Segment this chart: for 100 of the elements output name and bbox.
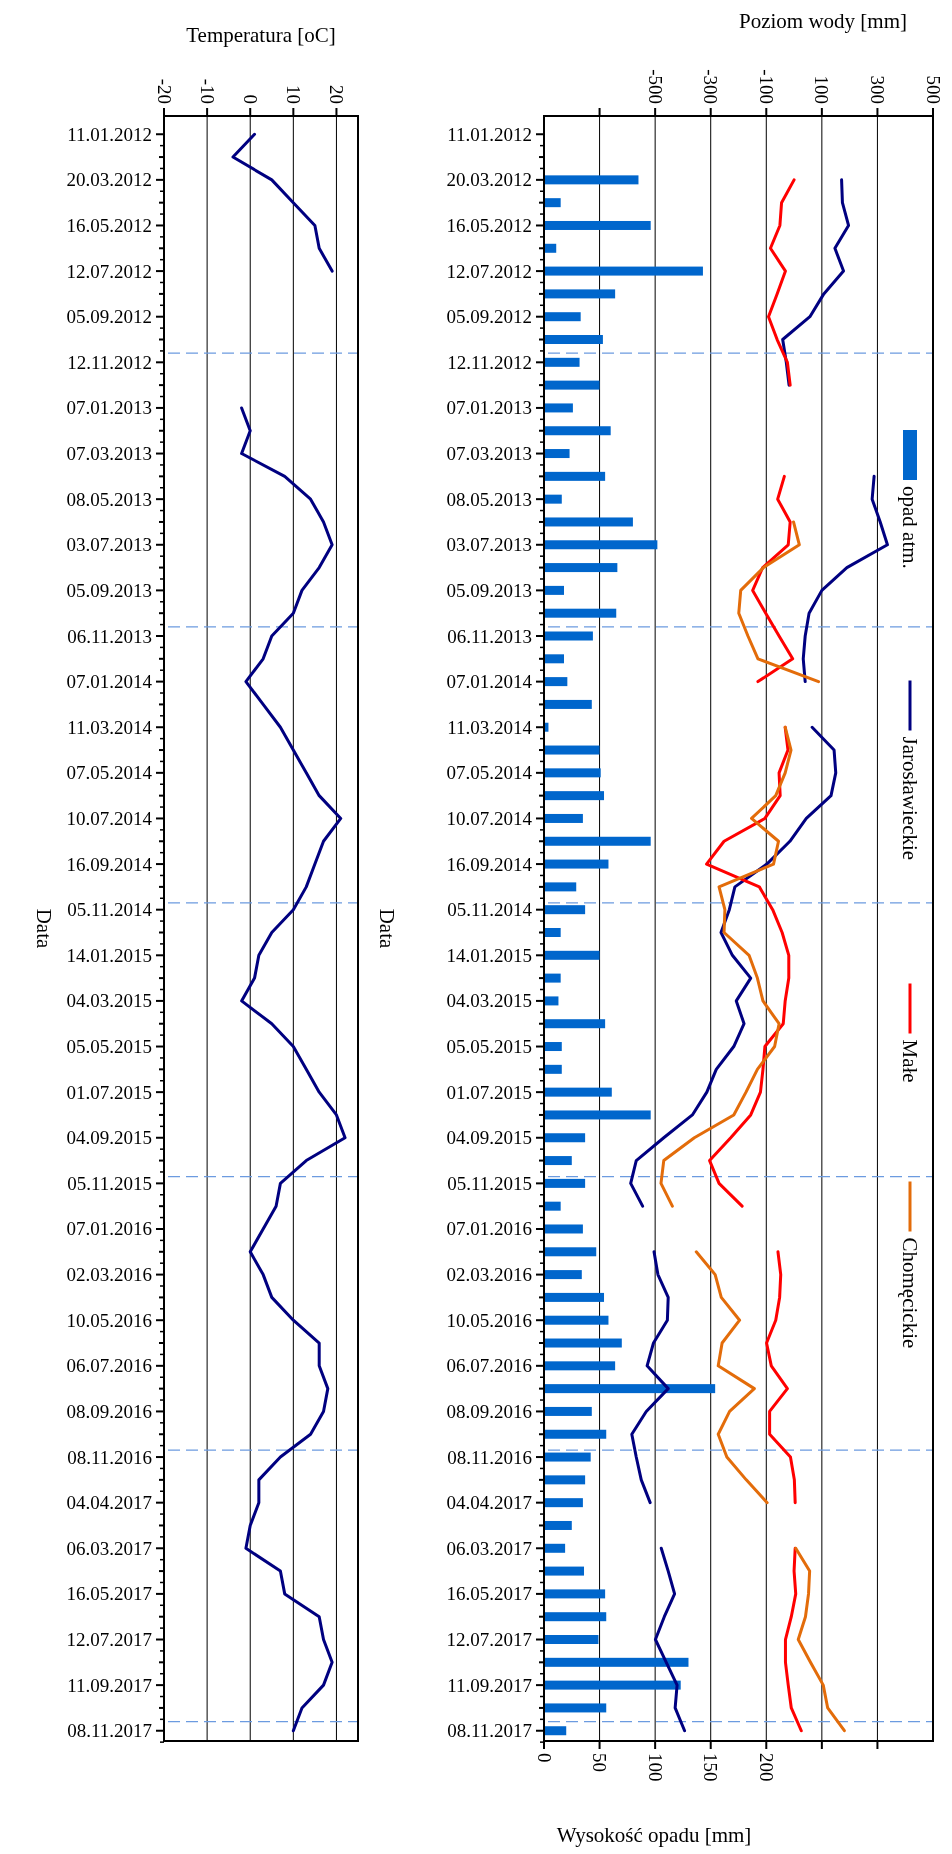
bar: [544, 950, 600, 960]
bar: [544, 996, 559, 1006]
y-tick-label: 08.09.2016: [66, 1400, 152, 1422]
y-tick-label: 05.09.2012: [66, 306, 152, 328]
bar: [544, 1543, 566, 1553]
bar: [544, 813, 583, 823]
bar: [544, 1042, 562, 1052]
y-tick-label: 06.11.2013: [447, 625, 532, 647]
bar: [544, 1703, 607, 1713]
x2-tick-label: -500: [644, 69, 666, 104]
bar: [544, 608, 617, 618]
y-tick-label: 01.07.2015: [66, 1081, 152, 1103]
bar: [544, 1270, 582, 1280]
y-tick-label: 16.05.2012: [66, 214, 152, 236]
y-tick-label: 12.07.2012: [66, 260, 152, 282]
y-tick-label: 16.09.2014: [66, 853, 153, 875]
x-tick-label: 100: [644, 1753, 666, 1782]
y-tick-label: 14.01.2015: [66, 944, 152, 966]
y-axis-title: Data: [32, 908, 56, 949]
y-tick-label: 04.03.2015: [446, 990, 532, 1012]
y-tick-label: 10.05.2016: [66, 1309, 152, 1331]
x-tick-label: 50: [589, 1753, 611, 1772]
bar: [544, 1680, 681, 1690]
y-tick-label: 16.05.2017: [66, 1583, 152, 1605]
legend-label: opad atm.: [898, 486, 922, 569]
bar: [544, 1475, 586, 1485]
bar: [544, 1064, 562, 1074]
bar: [544, 220, 651, 230]
bar: [544, 973, 561, 983]
bar: [544, 1429, 607, 1439]
y-tick-label: 05.05.2015: [66, 1036, 152, 1058]
legend-label: Chomęcickie: [898, 1237, 922, 1349]
bar: [544, 1566, 585, 1576]
x-tick-label: 150: [700, 1753, 722, 1782]
bar: [544, 1726, 567, 1736]
bar: [544, 699, 592, 709]
bar: [544, 1201, 561, 1211]
x2-tick-label: -20: [153, 78, 175, 104]
bar: [544, 1247, 597, 1257]
bar: [544, 905, 586, 915]
bar: [544, 312, 581, 322]
y-tick-label: 08.05.2013: [66, 488, 152, 510]
y-tick-label: 04.03.2015: [66, 990, 152, 1012]
y-tick-label: 14.01.2015: [446, 944, 532, 966]
bar: [544, 1178, 586, 1188]
bar: [544, 1224, 583, 1234]
y-tick-label: 08.11.2016: [67, 1446, 152, 1468]
legend-label: Małe: [898, 1039, 922, 1083]
bar: [544, 517, 633, 527]
y-tick-label: 07.01.2016: [446, 1218, 532, 1240]
y-tick-label: 07.03.2013: [66, 443, 152, 465]
bar: [544, 1384, 716, 1394]
x2-tick-label: -300: [700, 69, 722, 104]
y-tick-label: 20.03.2012: [446, 169, 532, 191]
bar: [544, 1338, 622, 1348]
y-tick-label: 06.03.2017: [66, 1537, 152, 1559]
bar: [544, 1589, 606, 1599]
y-tick-label: 01.07.2015: [446, 1081, 532, 1103]
y-tick-label: 06.07.2016: [66, 1355, 152, 1377]
bar: [544, 1292, 605, 1302]
y-tick-label: 02.03.2016: [66, 1264, 152, 1286]
bar: [544, 631, 593, 641]
bar: [544, 1110, 651, 1120]
y-tick-label: 05.11.2014: [447, 899, 533, 921]
y-tick-label: 04.09.2015: [446, 1127, 532, 1149]
y-tick-label: 08.05.2013: [446, 488, 532, 510]
y-tick-label: 12.07.2012: [446, 260, 532, 282]
x2-tick-label: 0: [239, 94, 261, 104]
bar: [544, 1087, 612, 1097]
y-tick-label: 11.03.2014: [447, 716, 533, 738]
bar: [544, 1657, 689, 1667]
bar: [544, 471, 606, 481]
bar: [544, 540, 658, 550]
y-tick-label: 04.04.2017: [66, 1492, 152, 1514]
bar: [544, 859, 609, 869]
bar: [544, 654, 565, 664]
y-tick-label: 05.05.2015: [446, 1036, 532, 1058]
bar: [544, 1019, 606, 1029]
y-tick-label: 04.09.2015: [66, 1127, 152, 1149]
y-tick-label: 05.11.2014: [67, 899, 153, 921]
bar: [544, 175, 639, 185]
bar: [544, 243, 557, 253]
bar: [544, 426, 611, 436]
bar: [544, 768, 601, 778]
y-tick-label: 12.11.2012: [447, 351, 532, 373]
bar: [544, 1520, 572, 1530]
y-tick-label: 05.09.2012: [446, 306, 532, 328]
y-tick-label: 07.01.2013: [66, 397, 152, 419]
y-tick-label: 10.07.2014: [66, 807, 153, 829]
x2-tick-label: -10: [196, 78, 218, 104]
x-tick-label: 200: [755, 1753, 777, 1782]
bar: [544, 585, 565, 595]
bar: [544, 335, 603, 345]
bar: [544, 1133, 586, 1143]
y-tick-label: 07.01.2014: [446, 671, 533, 693]
y-tick-label: 02.03.2016: [446, 1264, 532, 1286]
y-tick-label: 11.01.2012: [67, 123, 152, 145]
y-tick-label: 07.05.2014: [66, 762, 153, 784]
y-tick-label: 11.03.2014: [67, 716, 153, 738]
x-axis-title: Wysokość opadu [mm]: [556, 1823, 752, 1847]
